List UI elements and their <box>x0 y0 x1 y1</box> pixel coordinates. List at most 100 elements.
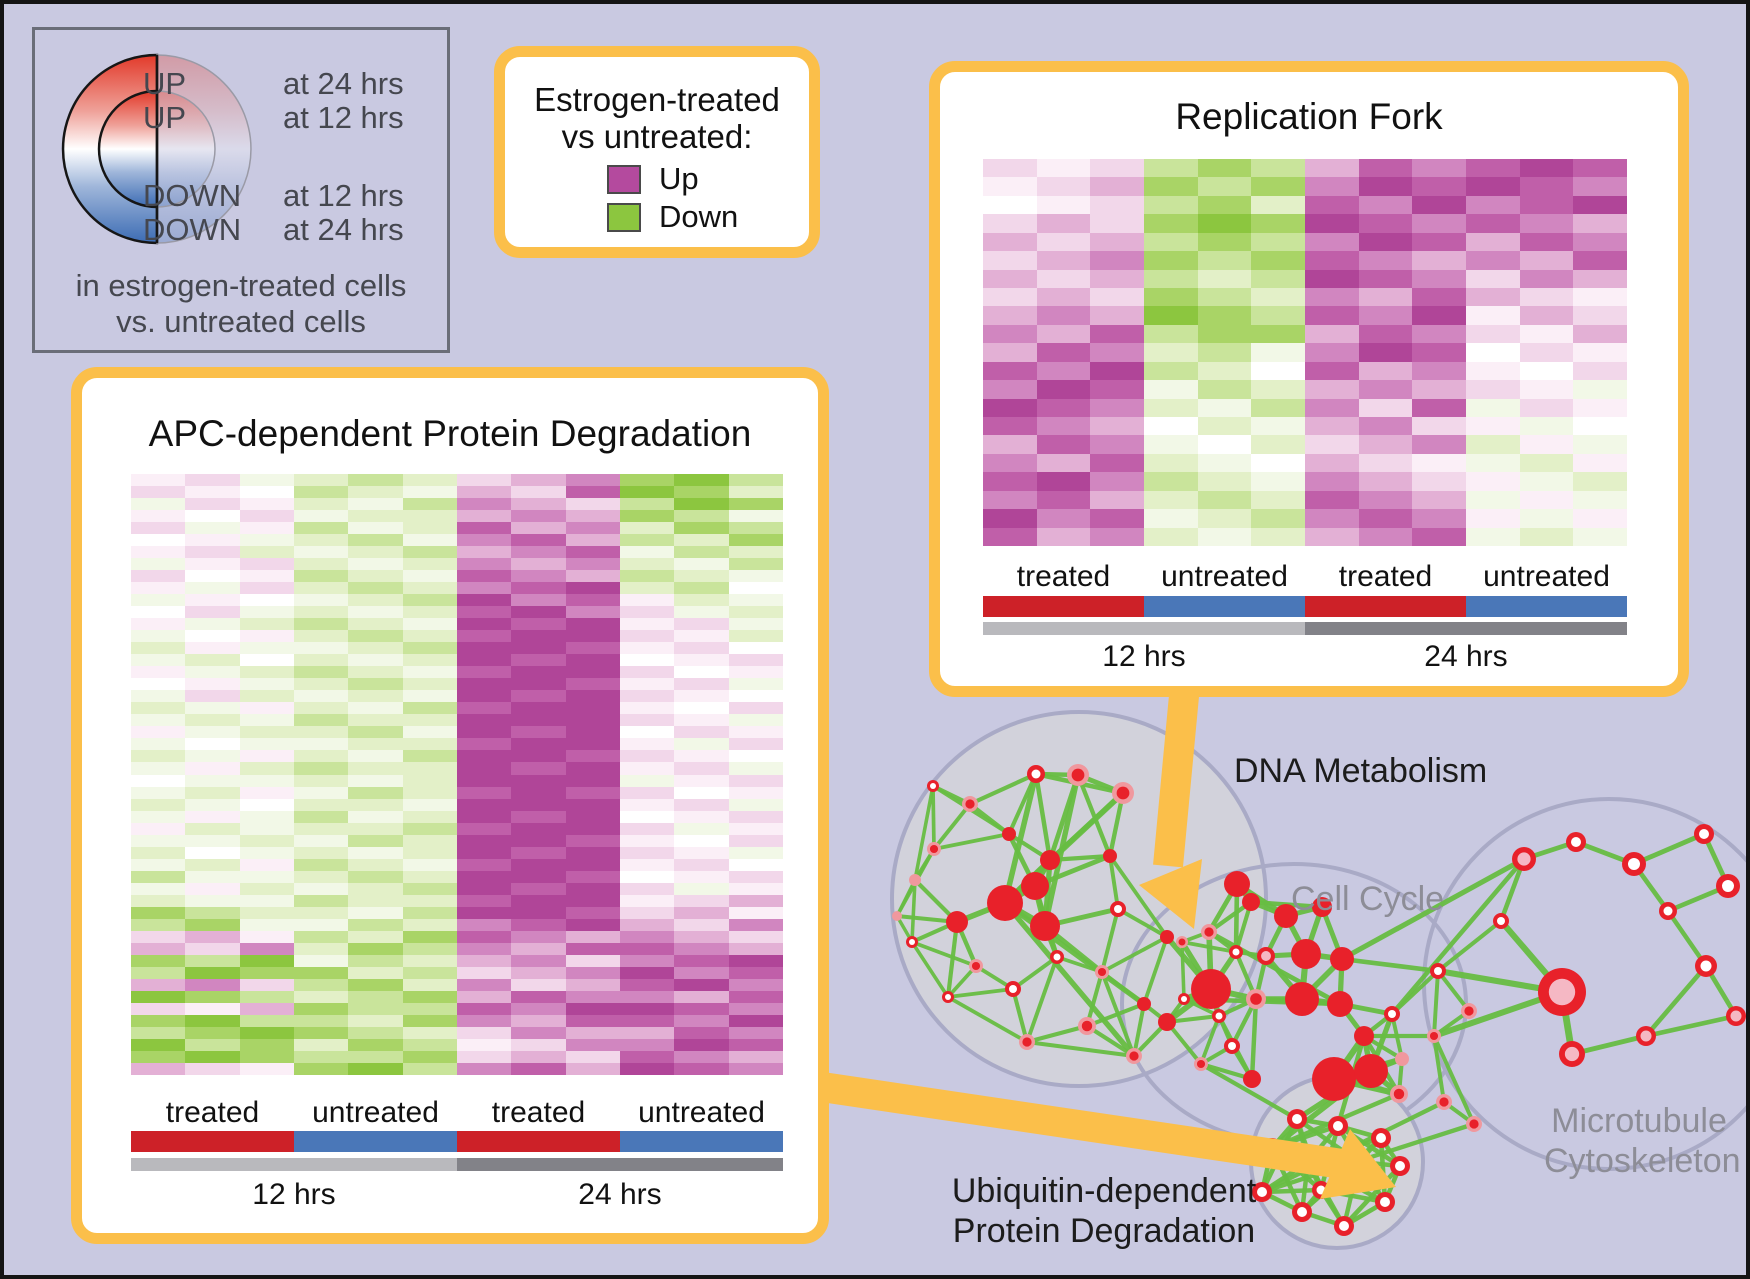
heatmap-cell <box>131 630 186 643</box>
gene-node-core <box>965 799 975 809</box>
heatmap-cell <box>1197 509 1252 528</box>
heatmap-cell <box>1090 417 1144 436</box>
heatmap-cell <box>456 762 512 775</box>
gene-node-core <box>1339 1221 1349 1231</box>
color-key-box: Estrogen-treated vs untreated: Up Down <box>494 46 820 258</box>
heatmap-cell <box>728 1014 783 1027</box>
heatmap-cell <box>293 594 349 607</box>
heatmap-cell <box>239 906 294 919</box>
heatmap-cell <box>728 498 783 511</box>
heatmap-cell <box>1305 472 1359 491</box>
down-swatch-icon <box>607 202 641 232</box>
gene-node-core <box>1116 786 1130 800</box>
heatmap-cell <box>131 510 186 523</box>
heatmap-cell <box>565 1050 620 1063</box>
replication-fork-panel: Replication Fork treated untreated treat… <box>929 61 1689 697</box>
heatmap-cell <box>674 1026 729 1039</box>
heatmap-cell <box>185 846 240 859</box>
heatmap-cell <box>239 798 294 811</box>
heatmap-cell <box>185 534 240 547</box>
heatmap-cell <box>402 594 457 607</box>
heatmap-cell <box>619 930 675 943</box>
heatmap-cell <box>1358 177 1413 196</box>
radial-caption-line2: vs. untreated cells <box>116 304 366 339</box>
heatmap-cell <box>728 894 783 907</box>
heatmap-cell <box>728 534 783 547</box>
heatmap-cell <box>1305 251 1359 270</box>
heatmap-cell <box>456 1050 512 1063</box>
heatmap-cell <box>1251 380 1305 399</box>
heatmap-cell <box>1519 251 1574 270</box>
network-edge <box>1026 1039 1135 1059</box>
heatmap-cell <box>1519 343 1574 362</box>
heatmap-cell <box>565 942 620 955</box>
network-edge <box>1101 935 1168 974</box>
heatmap-cell <box>185 750 240 763</box>
gene-node-core <box>1022 1037 1032 1047</box>
heatmap-cell <box>456 810 512 823</box>
heatmap-cell <box>293 882 349 895</box>
rf-condition-bars <box>983 596 1627 617</box>
heatmap-cell <box>1144 306 1198 325</box>
heatmap-cell <box>1412 361 1466 381</box>
heatmap-cell <box>511 882 566 895</box>
heatmap-cell <box>348 510 403 523</box>
heatmap-cell <box>511 546 566 559</box>
network-edge <box>1645 1013 1737 1039</box>
gene-node-core <box>1354 1157 1364 1167</box>
gene-node <box>892 911 902 921</box>
heatmap-cell <box>511 1062 566 1075</box>
heatmap-cell <box>402 762 457 775</box>
heatmap-cell <box>348 642 403 655</box>
heatmap-cell <box>511 978 566 991</box>
heatmap-cell <box>565 894 620 907</box>
heatmap-cell <box>674 906 729 919</box>
heatmap-cell <box>1144 343 1198 362</box>
heatmap-cell <box>185 642 240 655</box>
heatmap-cell <box>1358 195 1413 215</box>
heatmap-cell <box>185 510 240 523</box>
heatmap-cell <box>402 1062 457 1075</box>
heatmap-cell <box>185 1014 240 1027</box>
heatmap-cell <box>239 546 294 559</box>
heatmap-cell <box>1519 214 1574 233</box>
heatmap-cell <box>402 582 457 595</box>
gene-node-core <box>1700 960 1712 972</box>
heatmap-cell <box>1412 177 1466 196</box>
gene-node <box>1312 1057 1356 1101</box>
heatmap-cell <box>239 918 294 931</box>
heatmap-cell <box>185 486 240 499</box>
heatmap-cell <box>185 810 240 823</box>
heatmap-cell <box>1144 472 1198 491</box>
network-edge <box>1026 1023 1088 1045</box>
heatmap-cell <box>983 232 1037 252</box>
heatmap-cell <box>565 930 620 943</box>
heatmap-cell <box>185 630 240 643</box>
heatmap-cell <box>1251 269 1305 288</box>
heatmap-cell <box>456 1062 512 1075</box>
heatmap-cell <box>511 834 566 847</box>
apc-untreated-1: untreated <box>312 1096 439 1129</box>
gene-node <box>1137 997 1151 1011</box>
heatmap-cell <box>348 1050 403 1063</box>
heatmap-cell <box>131 690 186 703</box>
heatmap-cell <box>185 870 240 883</box>
apc-panel: APC-dependent Protein Degradation treate… <box>71 367 829 1244</box>
rf-group-labels: treated untreated treated untreated <box>983 560 1627 594</box>
heatmap-cell <box>1358 269 1413 288</box>
heatmap-cell <box>728 630 783 643</box>
heatmap-cell <box>1573 306 1627 325</box>
gene-node <box>1354 1054 1388 1088</box>
network-edge <box>1025 956 1059 1043</box>
heatmap-cell <box>185 570 240 583</box>
gene-node <box>1327 991 1353 1017</box>
heatmap-cell <box>619 990 675 1003</box>
heatmap-cell <box>619 978 675 991</box>
heatmap-cell <box>1519 177 1574 196</box>
heatmap-cell <box>1358 472 1413 491</box>
heatmap-cell <box>239 486 294 499</box>
heatmap-cell <box>511 534 566 547</box>
heatmap-cell <box>1197 251 1252 270</box>
gene-node-core <box>1395 1161 1405 1171</box>
heatmap-cell <box>1144 527 1198 546</box>
